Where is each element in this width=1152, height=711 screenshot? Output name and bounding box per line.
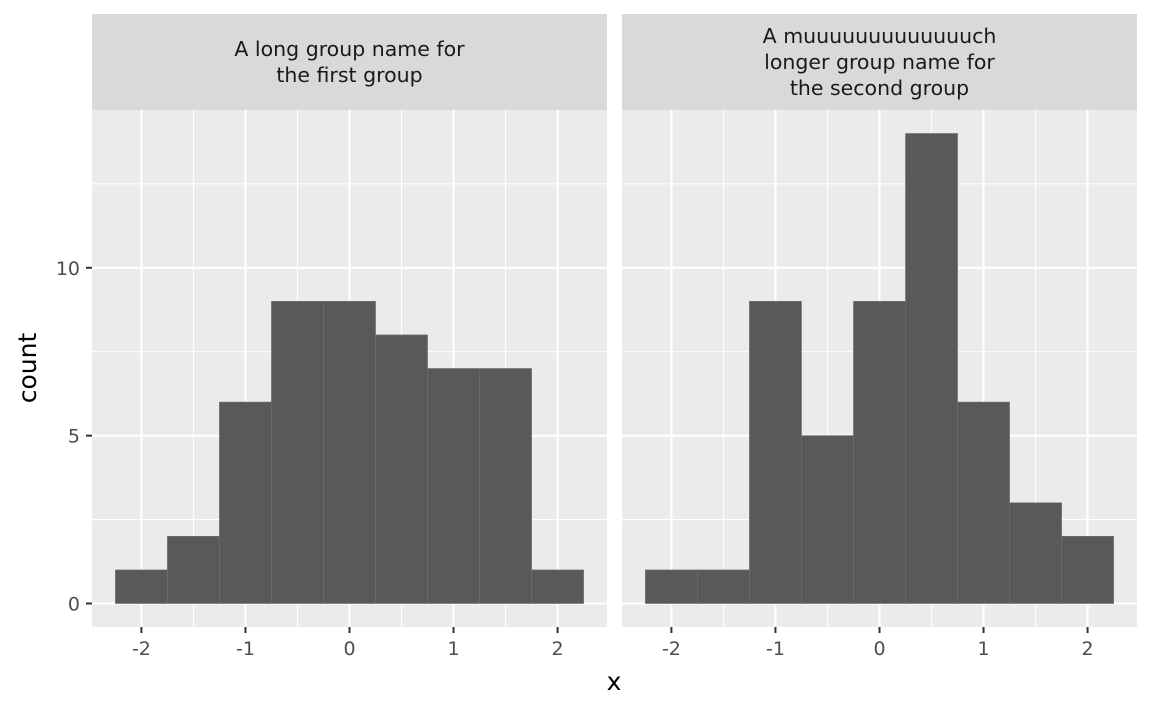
y-tick-label: 10 (56, 258, 80, 280)
histogram-bar (375, 334, 428, 604)
x-tick-label: 2 (552, 638, 564, 660)
x-tick-label: -1 (766, 638, 785, 660)
histogram-bar (427, 368, 480, 604)
y-axis: 0 5 10 (56, 258, 92, 616)
histogram-bar (167, 536, 220, 604)
facet-strip (622, 14, 1137, 110)
x-tick-label: 0 (873, 638, 885, 660)
histogram-bar (1009, 502, 1062, 604)
x-tick-label: 1 (977, 638, 989, 660)
histogram-bar (115, 569, 168, 604)
x-axis-title: x (607, 667, 622, 696)
facet-label-line: A muuuuuuuuuuuuuch (763, 24, 997, 48)
histogram-bar (749, 301, 802, 604)
histogram-bar (905, 133, 958, 604)
histogram-bar (697, 569, 750, 604)
facet-label-line: the second group (790, 76, 969, 100)
facet-label-line: longer group name for (764, 50, 995, 74)
histogram-bar (801, 435, 854, 604)
histogram-bar (531, 569, 584, 604)
x-tick-label: 0 (343, 638, 355, 660)
facet-strip (92, 14, 607, 110)
x-tick-label: -2 (132, 638, 151, 660)
histogram-bar (1061, 536, 1114, 604)
histogram-bar (271, 301, 324, 604)
histogram-bar (219, 401, 272, 604)
histogram-bar (323, 301, 376, 604)
histogram-bar (479, 368, 532, 604)
histogram-bar (645, 569, 698, 604)
histogram-bar (853, 301, 906, 604)
x-tick-label: -1 (236, 638, 255, 660)
y-axis-title: count (13, 333, 42, 404)
y-tick-label: 5 (68, 426, 80, 448)
x-tick-label: 1 (447, 638, 459, 660)
y-tick-label: 0 (68, 594, 80, 616)
histogram-bar (957, 401, 1010, 604)
facet-label-line: the first group (276, 63, 422, 87)
x-tick-label: 2 (1082, 638, 1094, 660)
x-tick-label: -2 (662, 638, 681, 660)
facet-label-line: A long group name for (234, 37, 465, 61)
